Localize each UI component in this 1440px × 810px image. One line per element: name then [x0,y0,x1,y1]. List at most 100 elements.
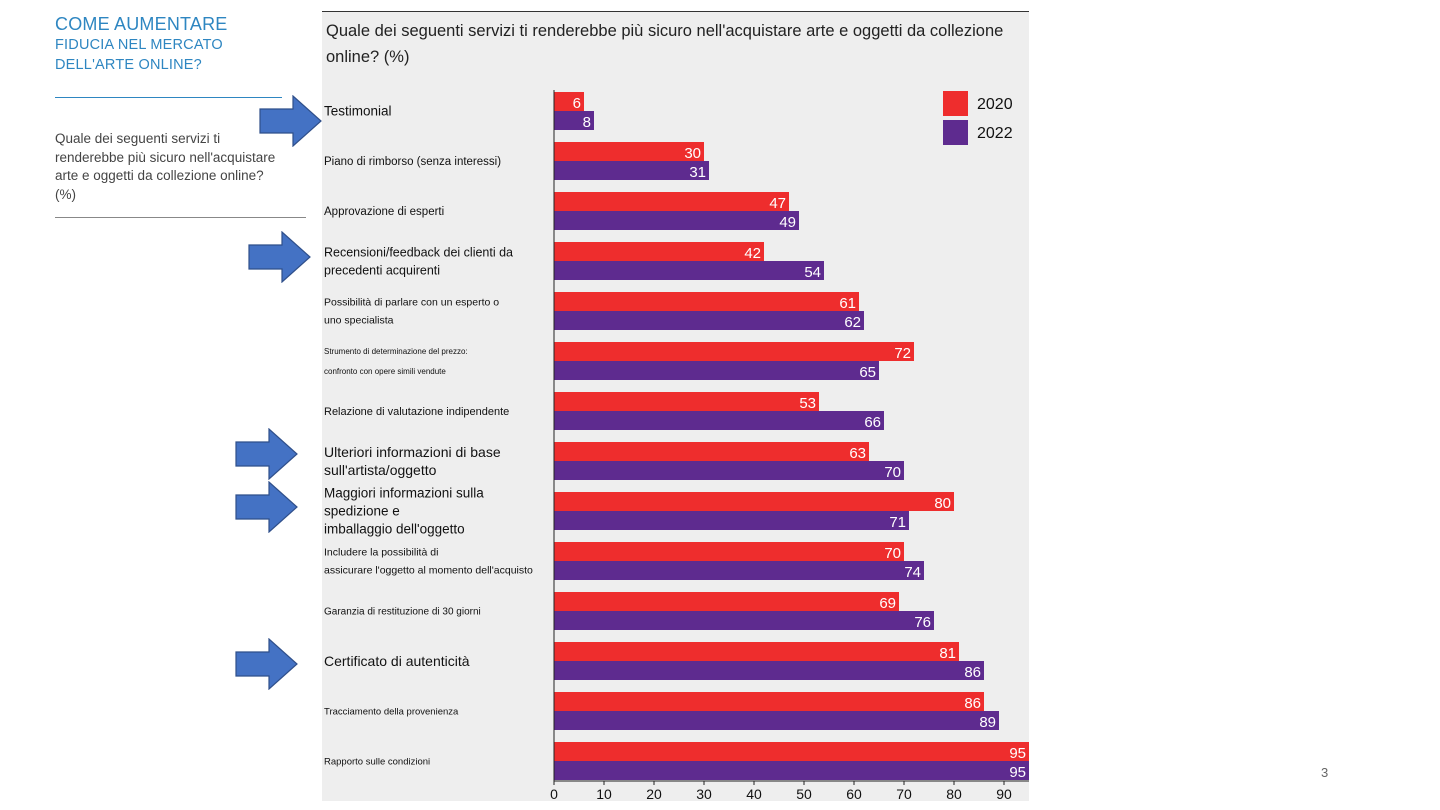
sidebar-title-line1: COME AUMENTARE [55,14,228,34]
bar-value-label: 72 [894,345,911,362]
sidebar-divider [55,97,282,98]
x-tick-label: 30 [696,786,712,802]
bar-2020 [554,692,984,711]
category-label-line: spedizione e [324,504,400,519]
bar-2022 [554,511,909,530]
category-label: Testimonial [324,104,392,119]
bar-2020 [554,292,859,311]
bar-value-label: 66 [864,414,881,431]
bar-2022 [554,311,864,330]
page-number: 3 [1321,765,1329,780]
category-label-line: precedenti acquirenti [324,263,440,277]
bar-value-label: 63 [849,445,866,462]
category-label: Recensioni/feedback dei clienti da preced… [324,245,513,277]
category-label-line: Approvazione di esperti [324,206,444,218]
legend-swatch-2020 [943,91,968,116]
category-label: Approvazione di esperti [324,206,444,218]
category-label-line: uno specialista [324,315,394,327]
category-label: Strumento di determinazione del prezzo: c… [324,347,468,376]
x-tick-label: 60 [846,786,862,802]
sidebar-divider [55,217,306,218]
bar-2022 [554,761,1029,780]
bar-value-label: 62 [844,314,861,331]
bar-2022 [554,211,799,230]
category-label: Rapporto sulle condizioni [324,756,430,767]
category-label: Certificato di autenticità [324,653,470,669]
arrow-shape [235,481,298,533]
bar-2020 [554,192,789,211]
bar-value-label: 8 [583,114,591,131]
x-tick-label: 20 [646,786,662,802]
bar-2022 [554,561,924,580]
bar-2022 [554,161,709,180]
category-label: Piano di rimborso (senza interessi) [324,156,501,168]
bar-2020 [554,392,819,411]
bar-2022 [554,661,984,680]
bar-value-label: 65 [859,364,876,381]
sidebar: COME AUMENTARE FIDUCIA NEL MERCATO DELL'… [0,0,310,810]
category-label-line: Includere la possibilità di [324,547,438,559]
chart-top-rule [322,11,1029,12]
arrow-shape [235,638,298,690]
category-label-line: Relazione di valutazione indipendente [324,406,509,418]
category-label-line: assicurare l'oggetto al momento dell'acq… [324,565,533,577]
bar-2022 [554,261,824,280]
bar-value-label: 30 [684,145,701,162]
arrow-shape [259,95,322,147]
bar-value-label: 89 [979,714,996,731]
category-label-line: Piano di rimborso (senza interessi) [324,156,501,168]
category-label-line: Testimonial [324,104,392,119]
bar-2022 [554,411,884,430]
category-label-line: imballaggio dell'oggetto [324,522,465,537]
category-label: Garanzia di restituzione di 30 giorni [324,607,481,618]
sidebar-question: Quale dei seguenti servizi ti renderebbe… [55,131,276,202]
arrow-shape [235,428,298,480]
category-label-line: Certificato di autenticità [324,653,470,669]
bar-2022 [554,461,904,480]
bar-2022 [554,111,594,130]
sidebar-title: COME AUMENTARE FIDUCIA NEL MERCATO DELL'… [55,14,285,75]
category-label-line: Recensioni/feedback dei clienti da [324,245,513,259]
x-tick-label: 50 [796,786,812,802]
category-label-line: Rapporto sulle condizioni [324,756,430,767]
bar-value-label: 76 [914,614,931,631]
bar-2020 [554,92,584,111]
bar-value-label: 95 [1009,745,1026,762]
category-label: Ulteriori informazioni di base sull'artis… [324,444,501,478]
bar-value-label: 61 [839,295,856,312]
category-label-line: Tracciamento della provenienza [324,706,459,717]
x-tick-label: 0 [550,786,558,802]
right-arrow-icon [235,638,298,690]
sidebar-title-line2: FIDUCIA NEL MERCATO [55,37,223,53]
category-label-line: Maggiori informazioni sulla [324,486,484,501]
sidebar-title-line3: DELL'ARTE ONLINE? [55,57,202,73]
x-tick-label: 90 [996,786,1012,802]
category-label: Tracciamento della provenienza [324,706,459,717]
category-label: Includere la possibilità di assicurare l'… [324,547,533,577]
bar-2020 [554,642,959,661]
bar-value-label: 86 [964,664,981,681]
bar-value-label: 69 [879,595,896,612]
arrow-shape [248,231,311,283]
x-tick-label: 80 [946,786,962,802]
bar-value-label: 70 [884,464,901,481]
bar-value-label: 53 [799,395,816,412]
bar-2022 [554,611,934,630]
bar-2020 [554,142,704,161]
x-tick-label: 10 [596,786,612,802]
category-label: Maggiori informazioni sulla spedizione e i… [324,486,484,537]
bar-2020 [554,492,954,511]
category-label-line: Garanzia di restituzione di 30 giorni [324,607,481,618]
bar-2020 [554,242,764,261]
legend-label-2022: 2022 [977,125,1013,142]
bar-2020 [554,742,1029,761]
bar-2022 [554,361,879,380]
legend-label-2020: 2020 [977,96,1013,113]
category-label-line: Strumento di determinazione del prezzo: [324,347,468,356]
bar-value-label: 42 [744,245,761,262]
category-label: Possibilità di parlare con un esperto o u… [324,297,499,327]
bar-value-label: 80 [934,495,951,512]
bar-value-label: 54 [804,264,821,281]
bar-value-label: 81 [939,645,956,662]
